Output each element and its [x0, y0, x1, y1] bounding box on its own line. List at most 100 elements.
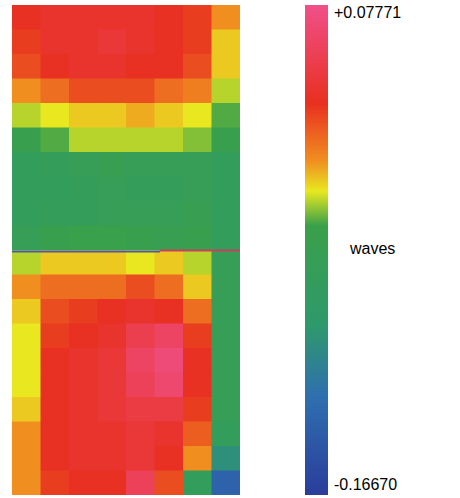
cell	[98, 299, 127, 324]
cell	[126, 422, 155, 447]
cell	[155, 5, 184, 30]
cell	[183, 299, 212, 324]
cell	[41, 250, 70, 275]
color-bar	[305, 5, 328, 495]
cell	[69, 348, 98, 373]
cell	[155, 275, 184, 300]
heatmap	[12, 5, 240, 495]
cell	[183, 324, 212, 349]
cell	[155, 103, 184, 128]
cell	[126, 79, 155, 104]
cell	[212, 348, 241, 373]
cell	[69, 79, 98, 104]
cell	[183, 275, 212, 300]
cell	[69, 275, 98, 300]
reference-line	[12, 250, 160, 252]
cell	[12, 30, 41, 55]
cell	[12, 250, 41, 275]
cell	[12, 446, 41, 471]
cell	[41, 373, 70, 398]
cell	[183, 30, 212, 55]
cell	[183, 397, 212, 422]
cell	[41, 5, 70, 30]
cell	[69, 177, 98, 202]
cell	[212, 471, 241, 496]
cell	[155, 54, 184, 79]
cell	[12, 177, 41, 202]
cell	[183, 471, 212, 496]
cell	[98, 373, 127, 398]
cell	[41, 397, 70, 422]
cell	[212, 275, 241, 300]
cell	[212, 79, 241, 104]
cell	[12, 299, 41, 324]
cell	[183, 5, 212, 30]
cell	[183, 103, 212, 128]
cell	[155, 226, 184, 251]
cell	[41, 152, 70, 177]
cell	[98, 152, 127, 177]
cell	[69, 128, 98, 153]
colorbar-title: waves	[349, 240, 395, 257]
cell	[126, 275, 155, 300]
cell	[126, 54, 155, 79]
cell	[212, 250, 241, 275]
cell	[12, 226, 41, 251]
cell	[12, 79, 41, 104]
cell	[12, 397, 41, 422]
cell	[212, 30, 241, 55]
cell	[183, 348, 212, 373]
cell	[212, 152, 241, 177]
cell	[98, 422, 127, 447]
cell	[183, 177, 212, 202]
cell	[12, 348, 41, 373]
cell	[41, 54, 70, 79]
cell	[98, 250, 127, 275]
cell	[126, 30, 155, 55]
cell	[155, 471, 184, 496]
cell	[98, 446, 127, 471]
cell	[126, 250, 155, 275]
cell	[98, 397, 127, 422]
cell	[183, 152, 212, 177]
cell	[98, 54, 127, 79]
cell	[12, 275, 41, 300]
cell	[41, 422, 70, 447]
cell	[12, 152, 41, 177]
cell	[98, 324, 127, 349]
cell	[69, 5, 98, 30]
cell	[126, 471, 155, 496]
cell	[41, 226, 70, 251]
cell	[69, 152, 98, 177]
cell	[98, 275, 127, 300]
cell	[41, 103, 70, 128]
cell	[98, 471, 127, 496]
cell	[212, 397, 241, 422]
cell	[155, 299, 184, 324]
cell	[12, 471, 41, 496]
cell	[69, 201, 98, 226]
cell	[155, 250, 184, 275]
cell	[126, 299, 155, 324]
cell	[126, 397, 155, 422]
cell	[212, 299, 241, 324]
cell	[69, 30, 98, 55]
cell	[12, 103, 41, 128]
cell	[126, 446, 155, 471]
cell	[126, 177, 155, 202]
cell	[212, 324, 241, 349]
cell	[69, 250, 98, 275]
cell	[41, 471, 70, 496]
cell	[155, 30, 184, 55]
cell	[155, 201, 184, 226]
cell	[126, 348, 155, 373]
cell	[41, 177, 70, 202]
cell	[126, 226, 155, 251]
cell	[126, 128, 155, 153]
cell	[155, 373, 184, 398]
colorbar-tick-label: -0.16670	[334, 476, 397, 493]
cell	[41, 299, 70, 324]
cell	[41, 201, 70, 226]
cell	[69, 397, 98, 422]
cell	[12, 54, 41, 79]
